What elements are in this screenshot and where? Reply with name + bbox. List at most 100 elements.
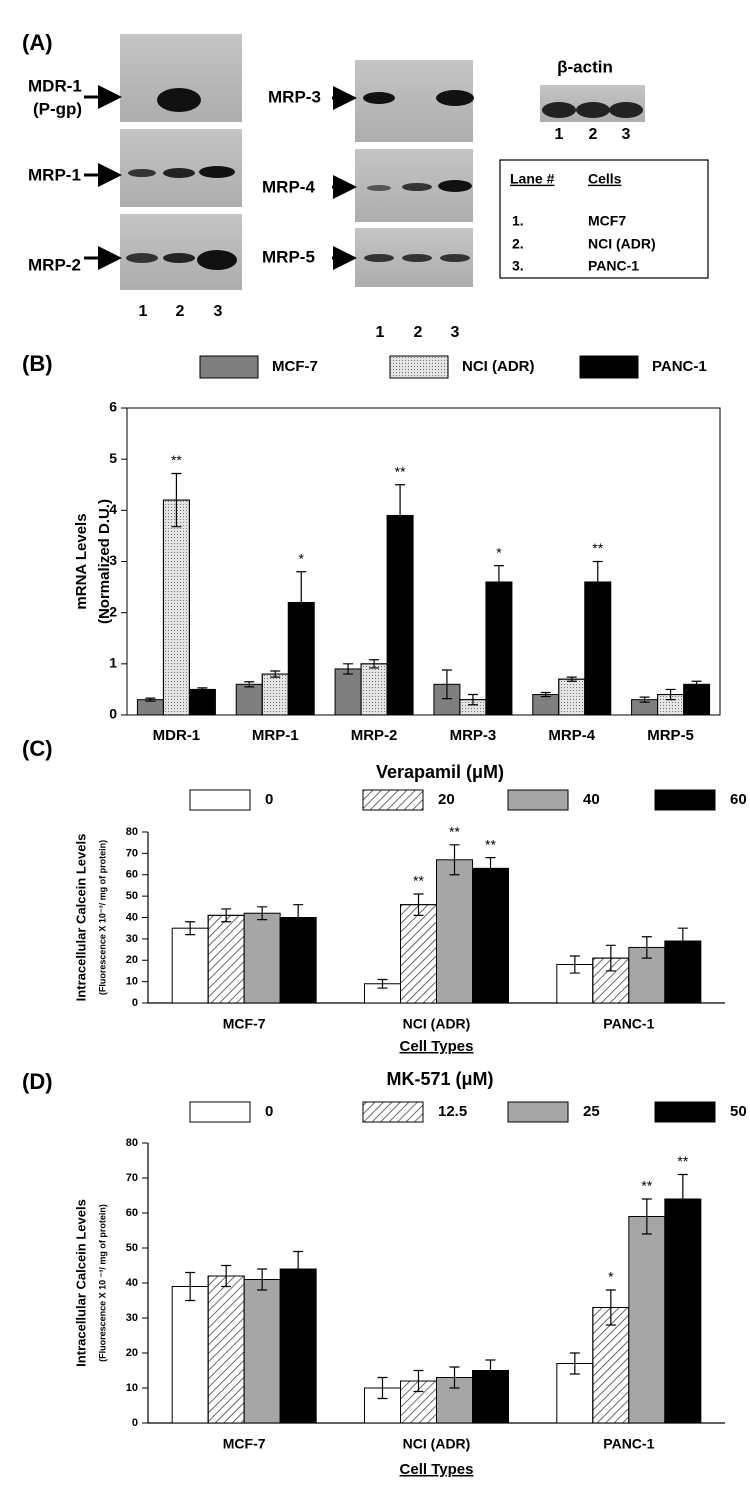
gel-band	[576, 102, 610, 118]
lane-number: 1	[376, 324, 385, 341]
y-tick-label: 60	[126, 1207, 138, 1219]
table-cell: NCI (ADR)	[588, 236, 656, 252]
bar-pattern	[592, 1307, 630, 1424]
error-bar	[485, 1359, 496, 1382]
lane-legend	[499, 159, 709, 279]
table-cell: 2.	[512, 236, 524, 252]
bar-pattern	[207, 1275, 245, 1424]
x-tick-label: PANC-1	[603, 1436, 654, 1452]
y-tick-label: 80	[126, 1137, 138, 1149]
error-bar	[197, 687, 208, 692]
bar	[532, 694, 560, 716]
bar	[334, 668, 362, 716]
legend-title: MK-571 (μM)	[386, 1069, 493, 1089]
error-bar	[493, 564, 504, 599]
error-bar	[221, 908, 232, 923]
legend-label: 12.5	[438, 1103, 467, 1120]
gel-band	[367, 185, 391, 191]
bar	[664, 1198, 702, 1424]
error-bar	[569, 955, 580, 974]
legend-label: 20	[438, 791, 455, 808]
y-axis-title: Intracellular Calcein Levels	[73, 834, 88, 1002]
error-bar	[441, 669, 452, 700]
significance-label: *	[608, 1269, 614, 1285]
bar-pattern	[400, 904, 437, 1004]
bar-pattern	[558, 678, 586, 716]
gene-label: MRP-2	[28, 255, 81, 274]
y-tick-label: 40	[126, 911, 138, 923]
y-tick-label: 4	[109, 501, 117, 517]
gel-band	[402, 183, 432, 191]
error-bar	[449, 844, 460, 876]
bar	[243, 912, 281, 1004]
error-bar	[377, 978, 388, 989]
legend-label: 50	[730, 1103, 747, 1120]
gel-band	[438, 180, 472, 192]
bar	[188, 688, 216, 716]
bar	[485, 581, 513, 716]
legend-label: 0	[265, 1103, 273, 1120]
gel-panel: (A) β-actin 1 2 3 MDR-1 (P-gp)	[22, 30, 709, 341]
bar	[628, 1216, 666, 1424]
gene-label: MDR-1	[28, 76, 82, 95]
y-tick-label: 0	[132, 1417, 138, 1429]
error-bar	[145, 697, 156, 702]
bar	[136, 699, 164, 716]
y-tick-label: 40	[126, 1277, 138, 1289]
bar	[472, 867, 509, 1004]
table-cell: PANC-1	[588, 258, 639, 274]
lane-number: 2	[414, 324, 423, 341]
y-axis-title: (Fluorescence X 10⁻³/ mg of protein)	[97, 840, 107, 995]
legend-swatch	[199, 355, 259, 379]
legend-swatch	[579, 355, 639, 379]
x-tick-label: MRP-4	[548, 727, 595, 744]
error-bar	[449, 1366, 460, 1389]
significance-label: **	[677, 1153, 688, 1169]
error-bar	[171, 472, 182, 528]
table-cell: 1.	[512, 213, 524, 229]
y-tick-label: 6	[109, 399, 117, 415]
gel-band	[163, 168, 195, 178]
table-header: Cells	[588, 171, 622, 187]
x-tick-label: MDR-1	[153, 727, 201, 744]
lane-number: 1	[139, 303, 148, 320]
gene-label: MRP-5	[262, 247, 315, 266]
bar	[436, 1377, 473, 1424]
gel-band	[609, 102, 643, 118]
x-tick-label: MCF-7	[223, 1436, 266, 1452]
error-bar	[185, 921, 196, 936]
y-tick-label: 70	[126, 1172, 138, 1184]
error-bar	[467, 693, 478, 706]
significance-label: **	[592, 540, 603, 556]
error-bar	[377, 1376, 388, 1400]
error-bar	[221, 1264, 232, 1288]
y-tick-label: 0	[109, 706, 117, 722]
x-tick-label: PANC-1	[603, 1016, 654, 1032]
error-bar	[293, 1250, 304, 1288]
error-bar	[185, 1271, 196, 1302]
error-bar	[485, 857, 496, 880]
y-axis-title: (Fluorescence X 10 ⁻³/ mg of protein)	[97, 1204, 107, 1362]
lane-number: 3	[622, 126, 631, 143]
bar	[436, 859, 473, 1004]
error-bar	[639, 696, 650, 703]
legend-label: 0	[265, 791, 273, 808]
x-tick-label: MRP-1	[252, 727, 299, 744]
error-bar	[540, 691, 551, 698]
plot-frame	[126, 407, 721, 716]
error-bar	[343, 663, 354, 675]
x-tick-label: NCI (ADR)	[403, 1436, 471, 1452]
legend-swatch	[507, 1101, 569, 1123]
legend-swatch	[654, 1101, 716, 1123]
x-tick-label: MRP-3	[450, 727, 497, 744]
error-bar	[691, 680, 702, 688]
panel-label: (A)	[22, 30, 53, 55]
legend-swatch	[189, 1101, 251, 1123]
gene-sublabel: (P-gp)	[33, 99, 82, 118]
bar-pattern	[360, 663, 388, 716]
error-bar	[413, 1369, 424, 1393]
y-tick-label: 20	[126, 954, 138, 966]
legend-swatch	[189, 789, 251, 811]
gel-band	[440, 254, 470, 262]
y-axis-title: mRNA Levels	[73, 513, 90, 609]
